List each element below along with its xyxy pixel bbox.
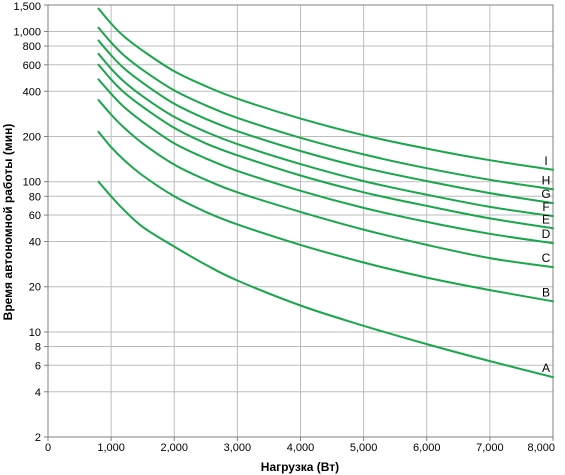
series-label-e: E (542, 212, 550, 226)
y-tick-label: 4 (35, 387, 41, 399)
y-tick-label: 600 (23, 60, 41, 72)
x-axis-title: Нагрузка (Вт) (261, 460, 339, 474)
series-label-f: F (542, 200, 549, 214)
x-tick-label: 7,000 (476, 442, 504, 454)
y-tick-label: 10 (29, 327, 41, 339)
x-tick-label: 5,000 (350, 442, 378, 454)
y-tick-label: 60 (29, 210, 41, 222)
y-axis-title: Время автономной работы (мин) (1, 124, 15, 321)
grid-lines (47, 4, 554, 438)
y-tick-label: 100 (23, 177, 41, 189)
x-tick-label: 8,000 (527, 442, 555, 454)
series-label-a: A (542, 361, 550, 375)
x-tick-label: 4,000 (287, 442, 315, 454)
series-lines (97, 7, 554, 379)
series-line-a (97, 180, 554, 379)
y-tick-label: 1,500 (13, 1, 41, 13)
series-label-i: I (544, 154, 547, 168)
series-line-f (97, 52, 554, 218)
series-line-e (97, 63, 554, 230)
y-tick-label: 20 (29, 282, 41, 294)
y-tick-label: 80 (29, 191, 41, 203)
series-line-i (97, 7, 554, 171)
y-tick-label: 800 (23, 41, 41, 53)
series-label-g: G (541, 187, 550, 201)
x-axis-ticks: 0 1,000 2,000 3,000 4,000 5,000 6,000 7,000 8,00… (45, 437, 555, 454)
y-tick-label: 2 (35, 432, 41, 444)
series-line-d (97, 78, 554, 245)
series-label-b: B (542, 285, 550, 299)
y-tick-label: 400 (23, 86, 41, 98)
y-tick-label: 8 (35, 342, 41, 354)
series-line-h (97, 26, 554, 191)
series-line-g (97, 39, 554, 205)
y-tick-label: 1,000 (13, 26, 41, 38)
series-label-d: D (542, 227, 551, 241)
x-tick-label: 6,000 (413, 442, 441, 454)
series-line-b (97, 130, 554, 303)
series-label-c: C (542, 251, 551, 265)
y-tick-label: 40 (29, 237, 41, 249)
y-axis-ticks: 2 4 6 8 10 20 40 60 80 100 200 400 600 800 1,000 1,500 (13, 1, 48, 444)
x-tick-label: 0 (45, 442, 51, 454)
x-tick-label: 1,000 (97, 442, 125, 454)
x-tick-label: 3,000 (224, 442, 252, 454)
x-tick-label: 2,000 (160, 442, 188, 454)
series-label-h: H (542, 173, 551, 187)
y-tick-label: 6 (35, 360, 41, 372)
series-line-c (97, 99, 554, 269)
y-tick-label: 200 (23, 131, 41, 143)
